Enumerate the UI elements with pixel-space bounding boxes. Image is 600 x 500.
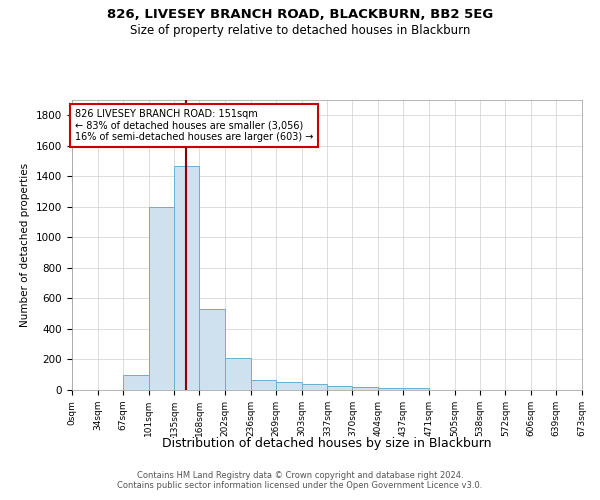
Bar (251, 380, 276, 390)
Text: 826 LIVESEY BRANCH ROAD: 151sqm
← 83% of detached houses are smaller (3,056)
16%: 826 LIVESEY BRANCH ROAD: 151sqm ← 83% of… (75, 109, 313, 142)
Text: Contains HM Land Registry data © Crown copyright and database right 2024.
Contai: Contains HM Land Registry data © Crown c… (118, 470, 482, 490)
Bar (199, 309, 225, 390)
Bar (276, 382, 302, 390)
Bar (123, 374, 149, 390)
Bar (378, 388, 403, 390)
Bar (225, 358, 251, 390)
Y-axis label: Number of detached properties: Number of detached properties (20, 163, 31, 327)
Bar (175, 166, 199, 390)
Bar (352, 387, 378, 390)
Bar (149, 207, 175, 390)
Bar (328, 386, 352, 390)
Text: Distribution of detached houses by size in Blackburn: Distribution of detached houses by size … (162, 438, 492, 450)
Bar (403, 388, 429, 390)
Text: 826, LIVESEY BRANCH ROAD, BLACKBURN, BB2 5EG: 826, LIVESEY BRANCH ROAD, BLACKBURN, BB2… (107, 8, 493, 20)
Text: Size of property relative to detached houses in Blackburn: Size of property relative to detached ho… (130, 24, 470, 37)
Bar (302, 384, 328, 390)
